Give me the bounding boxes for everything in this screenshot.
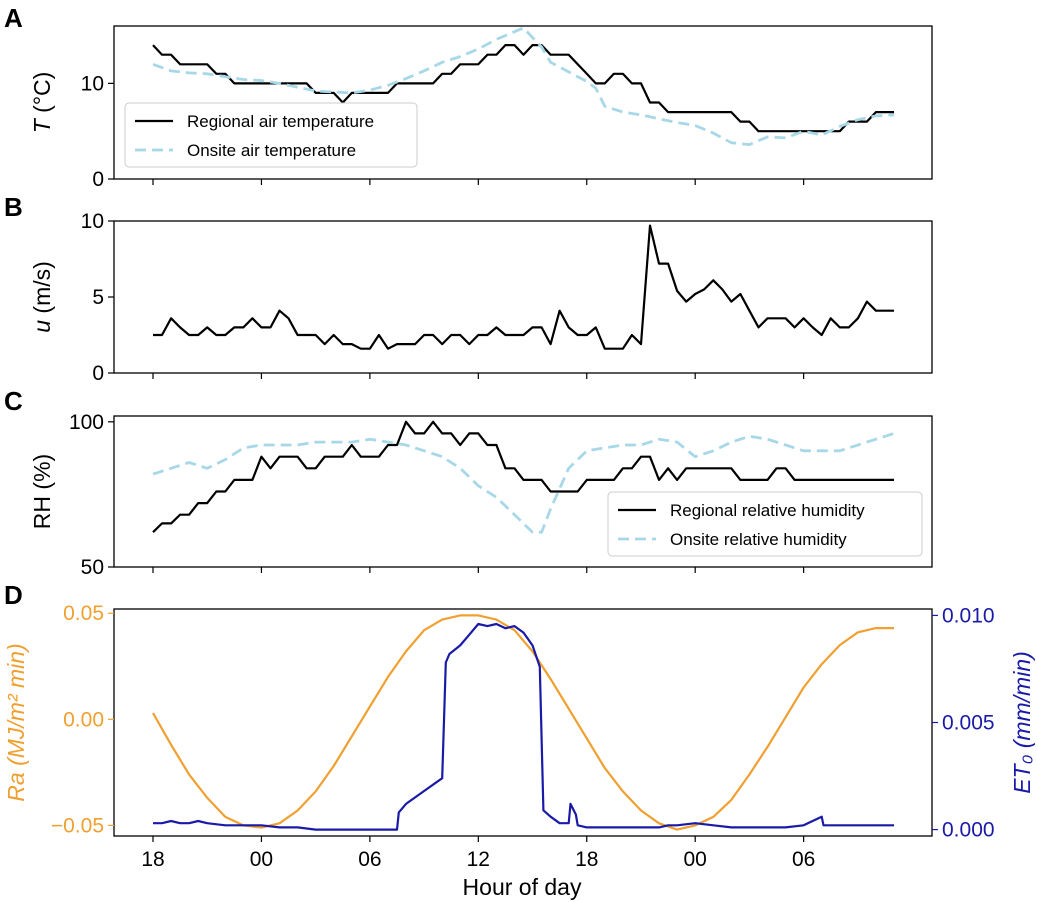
legend: Regional relative humidity Onsite relativ…	[607, 491, 923, 557]
y-right-tick-label: 0.010	[942, 604, 995, 627]
legend-entry: Regional air temperature	[187, 112, 374, 131]
panel-letter-c: C	[4, 386, 23, 416]
y-right-tick-label: 0.005	[942, 712, 995, 735]
x-tick-label: 00	[684, 848, 707, 871]
x-axis-label: Hour of day	[463, 874, 582, 900]
y-tick-label: 0.05	[63, 602, 104, 625]
y-tick-label: −0.05	[51, 814, 104, 837]
y-axis-label-right: ET₀ (mm/min)	[1009, 651, 1035, 794]
legend-box	[607, 491, 923, 557]
y-axis-label: u (m/s)	[29, 261, 55, 333]
legend-entry: Regional relative humidity	[670, 501, 865, 520]
panel-d-radiation-et0: 18 00 06 12 18 00 06 −0.05 0.00 0.05 Ra (MJ/m² min…	[3, 602, 1035, 871]
legend: Regional air temperature Onsite air tempe…	[124, 102, 418, 168]
legend-entry: Onsite relative humidity	[670, 530, 847, 549]
y-tick-label: 0	[92, 362, 104, 385]
panel-c-humidity: 50 100 RH (%) Regional relative humidity Ons…	[29, 411, 933, 579]
y-tick-label: 10	[81, 72, 104, 95]
x-tick-label: 00	[250, 848, 273, 871]
series-line-2	[153, 622, 894, 831]
y-right-tick-label: 0.000	[942, 819, 995, 842]
x-tick-label: 18	[575, 848, 598, 871]
x-tick-label: 12	[467, 848, 490, 871]
y-axis-label: RH (%)	[29, 454, 55, 529]
series-line-1	[152, 420, 894, 533]
plot-frame	[113, 415, 933, 568]
panel-letter-a: A	[4, 3, 23, 33]
y-tick-label: 0	[92, 168, 104, 191]
y-tick-label: 10	[81, 210, 104, 233]
series-line-1	[152, 614, 894, 831]
legend-entry: Onsite air temperature	[187, 141, 356, 160]
plot-frame	[113, 25, 933, 180]
series-line-1	[153, 224, 894, 350]
series-line-2	[152, 432, 895, 534]
x-tick-label: 06	[358, 848, 381, 871]
plot-frame	[113, 608, 933, 837]
panel-b-wind-speed: 0 5 10 u (m/s)	[29, 210, 933, 385]
legend-box	[124, 102, 418, 168]
y-tick-label: 0.00	[63, 708, 104, 731]
y-axis-label-left: Ra (MJ/m² min)	[3, 643, 29, 801]
panel-letter-b: B	[4, 192, 23, 222]
y-axis-label: T (°C)	[29, 72, 55, 134]
x-tick-label: 06	[792, 848, 815, 871]
y-tick-label: 5	[92, 286, 104, 309]
panel-letter-d: D	[4, 580, 23, 610]
y-tick-label: 100	[69, 411, 104, 434]
plot-frame	[113, 220, 933, 374]
series-line-2	[152, 26, 895, 147]
x-tick-label: 18	[141, 848, 164, 871]
panel-a-temperature: 0 10 T (°C) Regional air temperature Onsite …	[29, 25, 933, 191]
y-tick-label: 50	[81, 556, 104, 579]
